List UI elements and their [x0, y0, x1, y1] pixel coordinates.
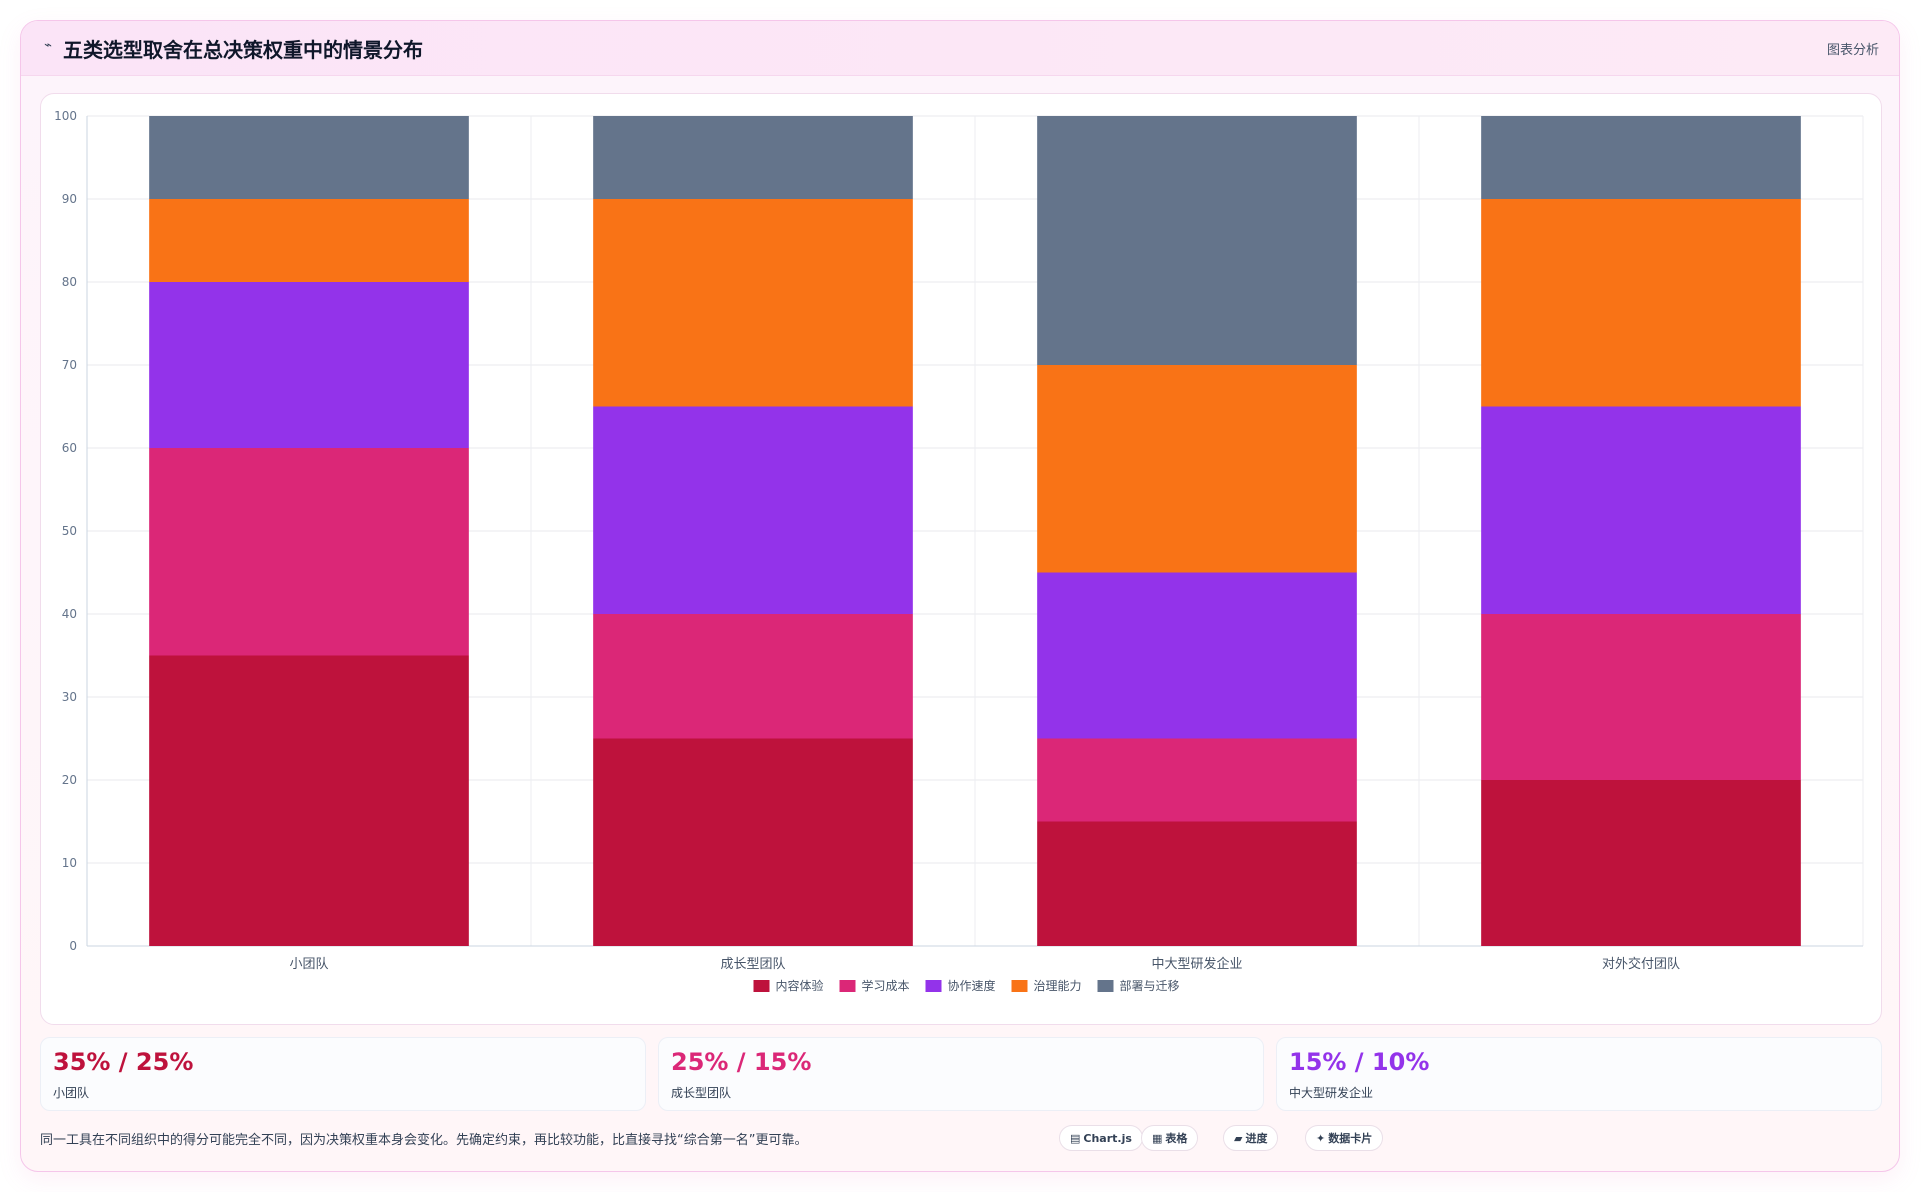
legend-label: 部署与迁移 — [1120, 978, 1180, 993]
legend-label: 治理能力 — [1034, 979, 1082, 993]
bar-segment — [1037, 365, 1357, 573]
bar-segment — [149, 199, 469, 282]
stacked-bar-chart: 0 10 20 30 40 50 60 70 80 90 100 小团队 成长型团队 中大型研发企业 对外交… — [54, 109, 1864, 993]
chart-panel: 0 10 20 30 40 50 60 70 80 90 100 小团队 成长型团队 中大型研发企业 对外交… — [40, 93, 1882, 1025]
bar-segment — [1481, 116, 1801, 199]
bar-segment — [593, 614, 913, 739]
bar-segment — [149, 655, 469, 946]
x-tick-label: 对外交付团队 — [1602, 956, 1680, 972]
legend-swatch — [1011, 980, 1028, 992]
bar-segment — [1037, 821, 1357, 946]
stat-label: 成长型团队 — [671, 1086, 732, 1100]
bar-segment — [1481, 614, 1801, 780]
chip-label: 数据卡片 — [1328, 1132, 1373, 1145]
sparkle-icon: ✦ — [1316, 1132, 1326, 1145]
stat-value: 25% / 15% — [671, 1048, 812, 1076]
y-tick-label: 60 — [62, 441, 77, 455]
y-tick-label: 40 — [62, 607, 77, 621]
bar-segment — [593, 116, 913, 199]
bar-segment — [593, 738, 913, 946]
legend-swatch — [753, 980, 770, 992]
chart-icon: ▤ — [1070, 1132, 1081, 1145]
x-tick-label: 成长型团队 — [720, 957, 785, 972]
bar-segment — [149, 448, 469, 656]
footer-note: 同一工具在不同组织中的得分可能完全不同，因为决策权重本身会变化。先确定约束，再比… — [40, 1133, 808, 1148]
legend-label: 学习成本 — [862, 978, 910, 993]
bar-segment — [1037, 738, 1357, 822]
chip-table[interactable]: ▦ 表格 — [1141, 1125, 1199, 1151]
bar-segment — [1481, 406, 1801, 614]
stat-label: 小团队 — [53, 1086, 90, 1100]
bar-segment — [149, 282, 469, 448]
bar-segment — [1037, 572, 1357, 739]
table-icon: ▦ — [1152, 1132, 1163, 1145]
bar-segment — [1481, 199, 1801, 407]
stat-cards: 35% / 25% 小团队 25% / 15% 成长型团队 15% / 10% … — [40, 1037, 1882, 1111]
bar-segment — [593, 199, 913, 407]
y-tick-label: 30 — [62, 690, 77, 704]
chart-title: 五类选型取舍在总决策权重中的情景分布 — [63, 38, 423, 62]
x-tick-label: 小团队 — [289, 957, 328, 972]
chip-label: 表格 — [1165, 1132, 1188, 1145]
chart-card: ⌁ 五类选型取舍在总决策权重中的情景分布 图表分析 0 10 20 30 40 50 60 7… — [20, 20, 1900, 1172]
y-tick-label: 70 — [62, 358, 77, 372]
legend-swatch — [925, 980, 942, 992]
chip-chartjs[interactable]: ▤ Chart.js — [1059, 1125, 1143, 1151]
stat-card-enterprise: 15% / 10% 中大型研发企业 — [1276, 1037, 1882, 1111]
y-tick-label: 0 — [69, 939, 77, 953]
legend-label: 协作速度 — [948, 978, 996, 993]
bar-segment — [593, 406, 913, 614]
y-tick-label: 90 — [62, 192, 77, 206]
stat-value: 15% / 10% — [1289, 1048, 1430, 1076]
card-header: ⌁ 五类选型取舍在总决策权重中的情景分布 图表分析 — [21, 21, 1899, 76]
chip-progress[interactable]: ▰ 进度 — [1223, 1125, 1279, 1151]
stat-label: 中大型研发企业 — [1289, 1086, 1374, 1100]
chip-data-cards[interactable]: ✦ 数据卡片 — [1305, 1125, 1384, 1151]
chart-line-icon: ⌁ — [44, 38, 52, 53]
y-tick-label: 100 — [54, 109, 77, 123]
legend-label: 内容体验 — [776, 978, 824, 993]
legend-swatch — [839, 980, 856, 992]
bar-segment — [149, 116, 469, 199]
progress-icon: ▰ — [1234, 1132, 1243, 1145]
stat-card-small-team: 35% / 25% 小团队 — [40, 1037, 646, 1111]
stat-value: 35% / 25% — [53, 1048, 194, 1076]
chip-label: 进度 — [1245, 1132, 1268, 1145]
chip-label: Chart.js — [1083, 1132, 1132, 1145]
legend-swatch — [1097, 980, 1114, 992]
y-tick-label: 50 — [62, 524, 77, 538]
stat-card-growth-team: 25% / 15% 成长型团队 — [658, 1037, 1264, 1111]
bar-segment — [1037, 116, 1357, 365]
bar-segment — [1481, 780, 1801, 946]
x-tick-label: 中大型研发企业 — [1151, 956, 1242, 972]
y-tick-label: 20 — [62, 773, 77, 787]
y-tick-label: 80 — [62, 275, 77, 289]
y-tick-label: 10 — [62, 856, 77, 870]
chart-analysis-tag: 图表分析 — [1826, 43, 1879, 58]
